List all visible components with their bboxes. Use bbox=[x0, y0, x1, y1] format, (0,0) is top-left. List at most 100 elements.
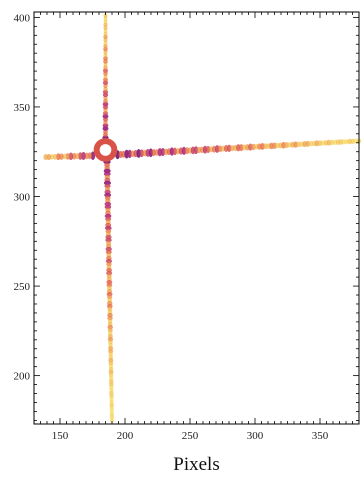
intensity-mark-36 bbox=[103, 25, 108, 30]
intensity-mark-211 bbox=[84, 152, 89, 160]
intensity-mark-209 bbox=[90, 151, 96, 161]
intensity-mark-30 bbox=[103, 43, 108, 49]
intensity-mark-147 bbox=[172, 147, 178, 156]
x-tick-label-300: 300 bbox=[247, 430, 264, 442]
intensity-mark-86 bbox=[107, 294, 113, 300]
intensity-mark-108 bbox=[108, 361, 114, 366]
intensity-mark-135 bbox=[136, 148, 141, 158]
intensity-mark-33 bbox=[103, 34, 108, 40]
intensity-mark-1 bbox=[103, 132, 108, 137]
intensity-mark-70 bbox=[105, 246, 112, 252]
intensity-mark-4 bbox=[102, 123, 109, 128]
intensity-mark-139 bbox=[148, 148, 153, 158]
saturated-core-hole bbox=[99, 144, 112, 156]
intensity-mark-37 bbox=[103, 22, 108, 27]
intensity-mark-25 bbox=[103, 59, 108, 64]
intensity-mark-89 bbox=[106, 304, 113, 309]
intensity-mark-7 bbox=[102, 114, 109, 119]
intensity-mark-27 bbox=[103, 53, 108, 58]
x-tick-label-250: 250 bbox=[182, 430, 199, 442]
intensity-mark-78 bbox=[106, 270, 113, 276]
y-tick-label-250: 250 bbox=[14, 281, 31, 293]
intensity-mark-212 bbox=[81, 151, 86, 160]
intensity-mark-14 bbox=[102, 92, 109, 98]
y-axis: 200 250 300 350 400 bbox=[14, 12, 359, 421]
intensity-mark-224 bbox=[43, 154, 48, 161]
intensity-mark-15 bbox=[102, 89, 109, 95]
intensity-mark-216 bbox=[68, 152, 74, 161]
intensity-mark-162 bbox=[217, 145, 223, 153]
intensity-mark-151 bbox=[184, 147, 190, 155]
intensity-mark-29 bbox=[103, 46, 108, 52]
intensity-mark-183 bbox=[281, 141, 286, 149]
intensity-mark-180 bbox=[272, 142, 277, 150]
intensity-mark-64 bbox=[105, 228, 112, 234]
intensity-mark-3 bbox=[102, 126, 109, 131]
intensity-mark-40 bbox=[103, 13, 108, 18]
intensity-mark-97 bbox=[107, 328, 113, 333]
intensity-mark-221 bbox=[52, 153, 58, 160]
x-tick-label-150: 150 bbox=[52, 430, 69, 442]
intensity-mark-93 bbox=[107, 316, 113, 321]
intensity-mark-49 bbox=[104, 183, 111, 189]
x-axis-label: Pixels bbox=[173, 454, 219, 475]
intensity-mark-96 bbox=[107, 325, 113, 330]
intensity-mark-60 bbox=[105, 216, 112, 222]
intensity-mark-132 bbox=[127, 149, 132, 159]
intensity-mark-150 bbox=[181, 146, 187, 155]
intensity-mark-161 bbox=[214, 145, 220, 153]
intensity-mark-26 bbox=[103, 56, 108, 61]
intensity-mark-126 bbox=[109, 415, 115, 420]
intensity-mark-53 bbox=[104, 195, 111, 201]
intensity-mark-217 bbox=[65, 153, 70, 160]
intensity-mark-104 bbox=[108, 349, 114, 354]
intensity-mark-222 bbox=[49, 154, 55, 160]
intensity-mark-81 bbox=[106, 279, 113, 285]
intensity-mark-157 bbox=[202, 145, 208, 154]
intensity-mark-18 bbox=[102, 80, 109, 85]
intensity-mark-8 bbox=[102, 111, 109, 116]
intensity-mark-82 bbox=[106, 282, 113, 288]
intensity-mark-52 bbox=[104, 192, 112, 198]
intensity-marks bbox=[43, 13, 362, 423]
y-tick-label-350: 350 bbox=[14, 102, 31, 114]
intensity-mark-74 bbox=[105, 258, 113, 264]
intensity-mark-12 bbox=[103, 98, 108, 104]
intensity-mark-219 bbox=[59, 153, 64, 160]
saturated-core bbox=[93, 138, 118, 162]
intensity-mark-75 bbox=[106, 261, 112, 267]
intensity-mark-215 bbox=[71, 152, 77, 160]
intensity-mark-220 bbox=[56, 153, 61, 161]
intensity-mark-31 bbox=[103, 40, 108, 46]
intensity-mark-23 bbox=[103, 65, 108, 70]
intensity-mark-19 bbox=[103, 77, 108, 82]
intensity-mark-56 bbox=[104, 204, 112, 210]
intensity-mark-32 bbox=[103, 37, 108, 43]
intensity-mark-85 bbox=[106, 291, 113, 297]
intensity-mark-191 bbox=[305, 140, 310, 147]
y-tick-label-200: 200 bbox=[14, 371, 31, 383]
intensity-mark-107 bbox=[108, 358, 114, 363]
intensity-mark-44 bbox=[103, 168, 111, 174]
intensity-mark-16 bbox=[103, 86, 108, 92]
intensity-mark-146 bbox=[169, 147, 175, 156]
x-tick-label-350: 350 bbox=[312, 430, 329, 442]
intensity-mark-67 bbox=[105, 237, 112, 243]
intensity-mark-158 bbox=[205, 145, 211, 154]
intensity-mark-165 bbox=[227, 144, 232, 153]
intensity-mark-214 bbox=[74, 153, 80, 160]
y-tick-label-400: 400 bbox=[14, 12, 31, 24]
intensity-mark-122 bbox=[109, 403, 114, 408]
intensity-mark-173 bbox=[251, 143, 256, 151]
intensity-mark-115 bbox=[108, 382, 114, 387]
intensity-mark-48 bbox=[103, 180, 112, 186]
intensity-mark-22 bbox=[102, 68, 109, 73]
intensity-mark-34 bbox=[103, 31, 108, 37]
intensity-mark-143 bbox=[160, 147, 166, 157]
intensity-mark-38 bbox=[103, 19, 108, 24]
x-axis: 150 200 250 300 350 bbox=[33, 12, 360, 442]
intensity-mark-111 bbox=[108, 370, 114, 375]
intensity-mark-136 bbox=[139, 149, 144, 158]
